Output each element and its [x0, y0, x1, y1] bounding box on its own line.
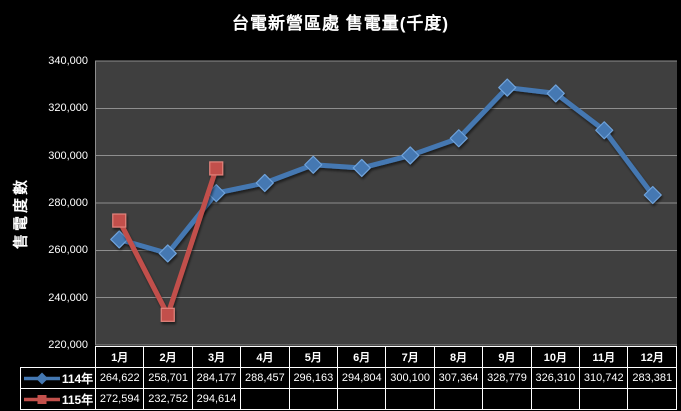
data-cell: [530, 388, 581, 410]
month-header-cell: 9月: [482, 346, 532, 368]
diamond-marker: [546, 84, 565, 103]
data-cell: [288, 388, 339, 410]
month-header-cell: 3月: [191, 346, 242, 368]
red-line-square-marker-icon: [23, 394, 60, 404]
y-axis-tick-label-300000: 300,000: [48, 150, 88, 162]
data-cell: 328,779: [482, 367, 532, 389]
diamond-marker: [352, 158, 371, 178]
square-marker: [209, 161, 224, 176]
diamond-marker: [401, 146, 420, 165]
y-axis-title: 售電度數: [12, 176, 30, 250]
square-marker: [112, 213, 127, 228]
series-line: [116, 85, 656, 256]
data-cell: 283,381: [627, 367, 677, 389]
series-legend-cell-114: 114年: [20, 367, 96, 389]
diamond-marker: [449, 129, 468, 148]
month-header-cell: 8月: [433, 346, 484, 368]
data-cell: [433, 388, 484, 410]
data-cell: 288,457: [240, 367, 290, 389]
data-cell: [579, 388, 629, 410]
data-cell: 258,701: [143, 367, 193, 389]
diamond-marker: [158, 244, 177, 263]
diamond-marker: [498, 78, 517, 97]
data-cell: 294,614: [191, 388, 242, 410]
y-axis-tick-label-280000: 280,000: [48, 197, 88, 209]
series-name-label: 115年: [61, 392, 94, 407]
data-cell: 296,163: [288, 367, 339, 389]
y-axis-tick-label-320000: 320,000: [48, 102, 88, 114]
data-cell: [240, 388, 290, 410]
square-marker: [160, 307, 175, 322]
data-cell: 326,310: [530, 367, 581, 389]
data-cell: [627, 388, 677, 410]
data-cell: [385, 388, 435, 410]
data-cell: 294,804: [337, 367, 387, 389]
month-header-cell: 2月: [143, 346, 193, 368]
month-header-cell: 4月: [240, 346, 290, 368]
data-cell: 307,364: [433, 367, 484, 389]
series-row-115: 115年 272,594 232,752 294,614: [20, 388, 677, 410]
data-cell: 284,177: [191, 367, 242, 389]
data-cell: 232,752: [143, 388, 193, 410]
y-axis-tick-label-340000: 340,000: [48, 55, 88, 67]
diamond-marker: [595, 121, 614, 140]
plot-area: [95, 60, 677, 346]
series-115年: [112, 161, 224, 322]
data-table: 1月 2月 3月 4月 5月 6月 7月 8月 9月 10月 11月 12月 1…: [20, 346, 677, 410]
month-header-row: 1月 2月 3月 4月 5月 6月 7月 8月 9月 10月 11月 12月: [21, 346, 677, 368]
data-cell: [337, 388, 387, 410]
diamond-marker: [304, 155, 323, 174]
month-header-cell: 12月: [627, 346, 677, 368]
data-cell: 272,594: [94, 388, 145, 410]
month-header-cell: 6月: [337, 346, 387, 368]
table-corner-cell: [21, 347, 96, 368]
series-114年: [110, 78, 662, 263]
blue-line-diamond-marker-icon: [23, 372, 60, 384]
y-axis-tick-label-240000: 240,000: [48, 292, 88, 304]
data-cell: [482, 388, 532, 410]
series-legend-cell-115: 115年: [20, 388, 96, 410]
month-header-cell: 7月: [385, 346, 435, 368]
data-cell: 264,622: [94, 367, 145, 389]
diamond-marker: [643, 185, 662, 205]
series-name-label: 114年: [61, 371, 94, 386]
y-axis-tick-label-260000: 260,000: [48, 244, 88, 256]
month-header-cell: 5月: [288, 346, 339, 368]
month-header-cell: 1月: [94, 346, 145, 368]
data-cell: 310,742: [579, 367, 629, 389]
data-cell: 300,100: [385, 367, 435, 389]
series-row-114: 114年 264,622 258,701 284,177 288,457 296…: [20, 367, 677, 389]
month-header-cell: 11月: [579, 346, 629, 368]
y-axis-tick-label-220000: 220,000: [48, 339, 88, 351]
month-header-cell: 10月: [530, 346, 581, 368]
chart-title: 台電新營區處 售電量(千度): [231, 14, 450, 33]
diamond-marker: [255, 173, 274, 193]
